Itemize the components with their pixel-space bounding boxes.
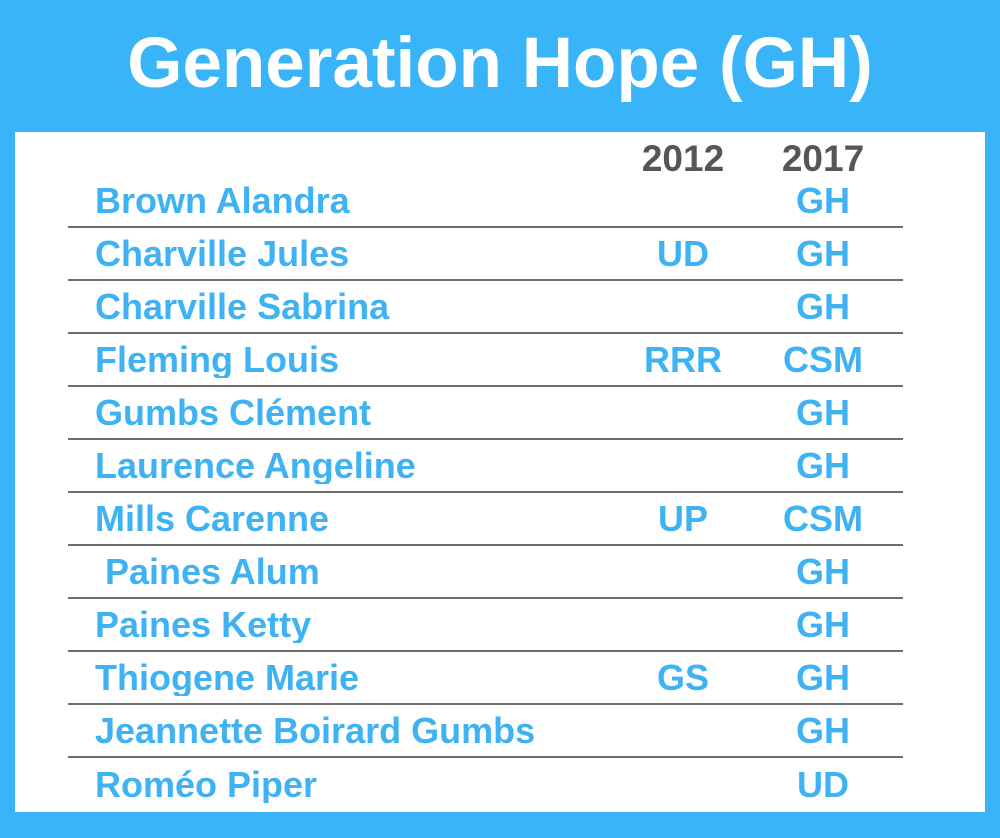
value-2012: UD (657, 232, 709, 274)
value-2012: GS (656, 656, 709, 698)
value-2017: GH (796, 444, 850, 486)
person-name: Fleming Louis (95, 341, 340, 378)
value-2012: UP (657, 497, 708, 539)
membership-table: 2012 2017 Brown Alandra GH Charville Jul… (68, 132, 903, 811)
value-2017: GH (796, 179, 850, 221)
header-2012-column: 2012 (641, 138, 725, 179)
table-row: Charville Jules UD GH (68, 228, 903, 281)
value-2017: CSM (783, 338, 863, 380)
table-row: Roméo Piper UD (68, 758, 903, 811)
value-2017: CSM (783, 497, 863, 539)
table-row: Gumbs Clément GH (68, 387, 903, 440)
person-name: Gumbs Clément (95, 394, 372, 431)
table-row: Brown Alandra GH (68, 175, 903, 228)
person-name: Jeannette Boirard Gumbs (95, 712, 536, 749)
table-row: Fleming Louis RRR CSM (68, 334, 903, 387)
table-row: Laurence Angeline GH (68, 440, 903, 493)
value-2017: GH (796, 232, 850, 274)
table-row: Thiogene Marie GS GH (68, 652, 903, 705)
table-row: Paines Alum GH (68, 546, 903, 599)
value-2012: RRR (644, 338, 722, 380)
person-name: Paines Alum (95, 553, 320, 590)
value-2017: GH (796, 656, 850, 698)
table-panel: 2012 2017 Brown Alandra GH Charville Jul… (15, 132, 985, 812)
table-row: Mills Carenne UP CSM (68, 493, 903, 546)
person-name: Paines Ketty (95, 606, 312, 643)
table-row: Jeannette Boirard Gumbs GH (68, 705, 903, 758)
table-header-row: 2012 2017 (68, 132, 903, 179)
person-name: Laurence Angeline (95, 447, 416, 484)
page-title: Generation Hope (GH) (127, 23, 873, 103)
title-bar: Generation Hope (GH) (0, 0, 1000, 132)
person-name: Thiogene Marie (95, 659, 360, 696)
table-row: Charville Sabrina GH (68, 281, 903, 334)
table-row: Paines Ketty GH (68, 599, 903, 652)
value-2017: GH (796, 709, 850, 751)
value-2017: GH (796, 391, 850, 433)
value-2017: GH (796, 285, 850, 327)
header-2017-column: 2017 (781, 138, 865, 179)
person-name: Brown Alandra (95, 182, 350, 219)
value-2017: GH (796, 550, 850, 592)
person-name: Roméo Piper (95, 766, 318, 803)
value-2017: UD (797, 763, 849, 805)
person-name: Charville Sabrina (95, 288, 390, 325)
value-2017: GH (796, 603, 850, 645)
person-name: Mills Carenne (95, 500, 330, 537)
person-name: Charville Jules (95, 235, 350, 272)
